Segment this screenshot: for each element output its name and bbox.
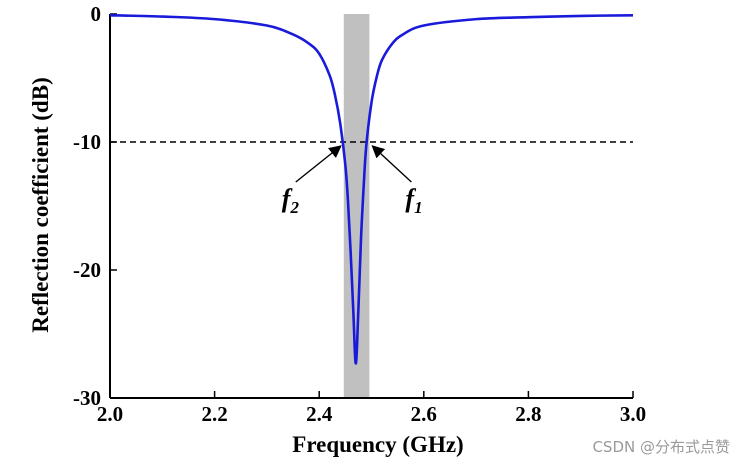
x-tick-label: 2.6 [411,402,437,426]
x-tick-label: 2.0 [97,402,123,426]
x-tick-label: 3.0 [620,402,646,426]
y-tick-label: -10 [73,130,101,154]
y-tick-label: -30 [73,386,101,410]
x-tick-label: 2.8 [515,402,541,426]
x-tick-label: 2.2 [201,402,227,426]
annotation-arrow-f1 [371,145,412,183]
annotation-arrow-f2 [295,145,342,183]
annotation-label-f2: f2 [282,184,300,217]
x-tick-label: 2.4 [306,402,333,426]
y-axis-title: Reflection coefficient (dB) [28,77,53,332]
annotation-label-f1: f1 [405,184,422,217]
reflection-coefficient-series-line [109,13,634,365]
watermark-text: CSDN @分布式点赞 [592,438,730,456]
y-tick-label: 0 [91,2,102,26]
y-tick-label: -20 [73,258,101,282]
x-axis-title: Frequency (GHz) [292,432,463,457]
